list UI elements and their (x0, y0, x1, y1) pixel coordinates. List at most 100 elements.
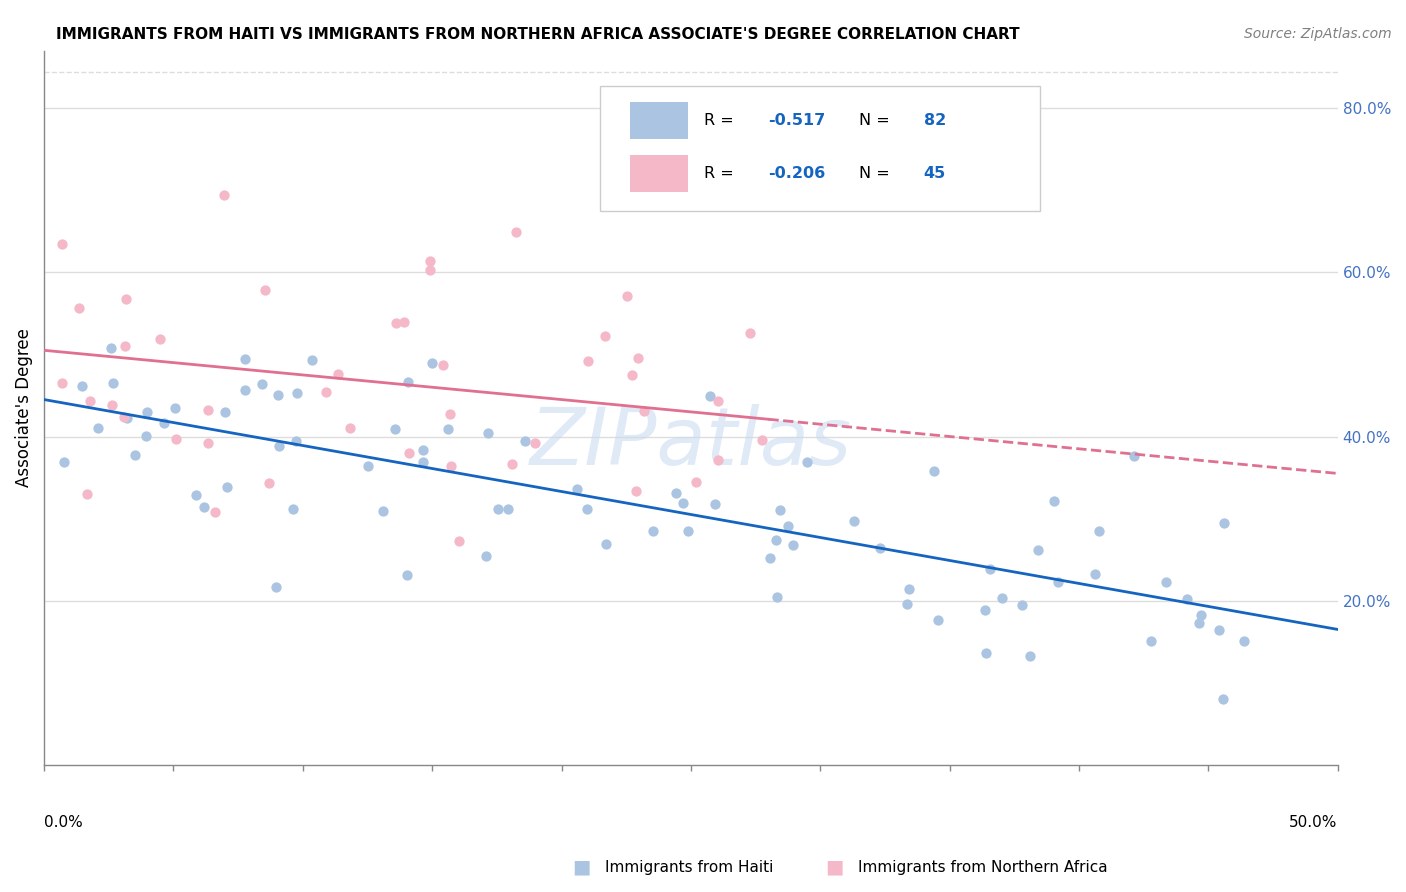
Point (678, 524, 700, 538)
Text: Immigrants from Northern Africa: Immigrants from Northern Africa (858, 860, 1108, 874)
Point (412, 443, 434, 458)
Point (384, 422, 406, 436)
Point (100, 341, 122, 355)
Point (394, 315, 416, 329)
Point (627, 351, 650, 366)
Point (738, 326, 761, 341)
Point (565, 482, 588, 496)
Point (1233, 634, 1256, 648)
Point (685, 475, 707, 489)
Point (269, 438, 291, 452)
Point (758, 551, 780, 566)
Point (486, 502, 509, 516)
Point (285, 386, 308, 401)
Point (266, 388, 288, 402)
Point (1026, 542, 1049, 557)
Text: 50.0%: 50.0% (1289, 815, 1337, 830)
Text: Immigrants from Haiti: Immigrants from Haiti (605, 860, 773, 874)
Point (204, 505, 226, 519)
Point (214, 187, 236, 202)
Point (165, 432, 187, 446)
Point (796, 455, 818, 469)
Point (398, 375, 420, 389)
Y-axis label: Associate's Degree: Associate's Degree (15, 328, 32, 487)
Point (233, 352, 256, 367)
Point (576, 353, 599, 368)
Point (437, 422, 460, 436)
Point (214, 405, 236, 419)
Point (52, 455, 75, 469)
Point (233, 383, 256, 397)
Point (703, 497, 725, 511)
Point (513, 434, 536, 448)
Point (79, 393, 101, 408)
Point (1208, 623, 1230, 637)
Point (301, 352, 323, 367)
Point (1140, 634, 1163, 648)
Point (135, 428, 157, 442)
Point (990, 591, 1012, 605)
Point (633, 403, 655, 417)
Point (1212, 692, 1234, 706)
Text: IMMIGRANTS FROM HAITI VS IMMIGRANTS FROM NORTHERN AFRICA ASSOCIATE'S DEGREE CORR: IMMIGRANTS FROM HAITI VS IMMIGRANTS FROM… (56, 27, 1019, 42)
Point (707, 453, 730, 467)
Point (250, 377, 273, 392)
Point (124, 448, 146, 462)
Point (776, 519, 799, 533)
Point (842, 514, 865, 528)
Text: N =: N = (859, 113, 894, 128)
Point (922, 464, 945, 478)
Point (869, 541, 891, 555)
Point (624, 484, 647, 499)
Point (896, 597, 918, 611)
Point (1187, 615, 1209, 630)
Text: ■: ■ (825, 857, 844, 877)
Point (641, 524, 664, 539)
Point (70, 379, 93, 393)
Point (197, 403, 219, 417)
Point (974, 647, 997, 661)
Point (595, 537, 617, 551)
Point (135, 405, 157, 419)
Point (1011, 598, 1033, 612)
Point (357, 459, 380, 474)
Point (1084, 566, 1107, 581)
Point (253, 283, 276, 297)
Point (1154, 575, 1177, 590)
Point (439, 408, 461, 422)
Point (593, 329, 616, 343)
Text: -0.206: -0.206 (769, 166, 825, 181)
Bar (630, 102, 689, 139)
Point (281, 502, 304, 516)
Point (215, 480, 238, 494)
Text: ■: ■ (572, 857, 591, 877)
Text: ZIPatlas: ZIPatlas (530, 404, 852, 483)
Point (501, 457, 523, 471)
Point (186, 488, 208, 502)
Point (315, 384, 337, 399)
Point (152, 416, 174, 430)
Point (419, 263, 441, 277)
Point (51, 376, 73, 391)
Point (707, 394, 730, 409)
Point (87, 421, 110, 435)
Text: 45: 45 (924, 166, 946, 181)
Point (505, 226, 527, 240)
Point (76, 487, 98, 501)
Point (699, 388, 721, 402)
Point (412, 455, 434, 469)
Point (432, 358, 454, 372)
Point (264, 580, 287, 594)
Point (575, 502, 598, 516)
Point (751, 433, 773, 447)
Point (1018, 649, 1040, 664)
Point (927, 613, 949, 627)
Text: Source: ZipAtlas.com: Source: ZipAtlas.com (1244, 27, 1392, 41)
Point (616, 288, 638, 302)
Text: N =: N = (859, 166, 894, 181)
Point (979, 562, 1001, 576)
Point (1043, 493, 1066, 508)
Point (449, 533, 471, 548)
Point (101, 398, 124, 412)
Point (782, 538, 804, 552)
